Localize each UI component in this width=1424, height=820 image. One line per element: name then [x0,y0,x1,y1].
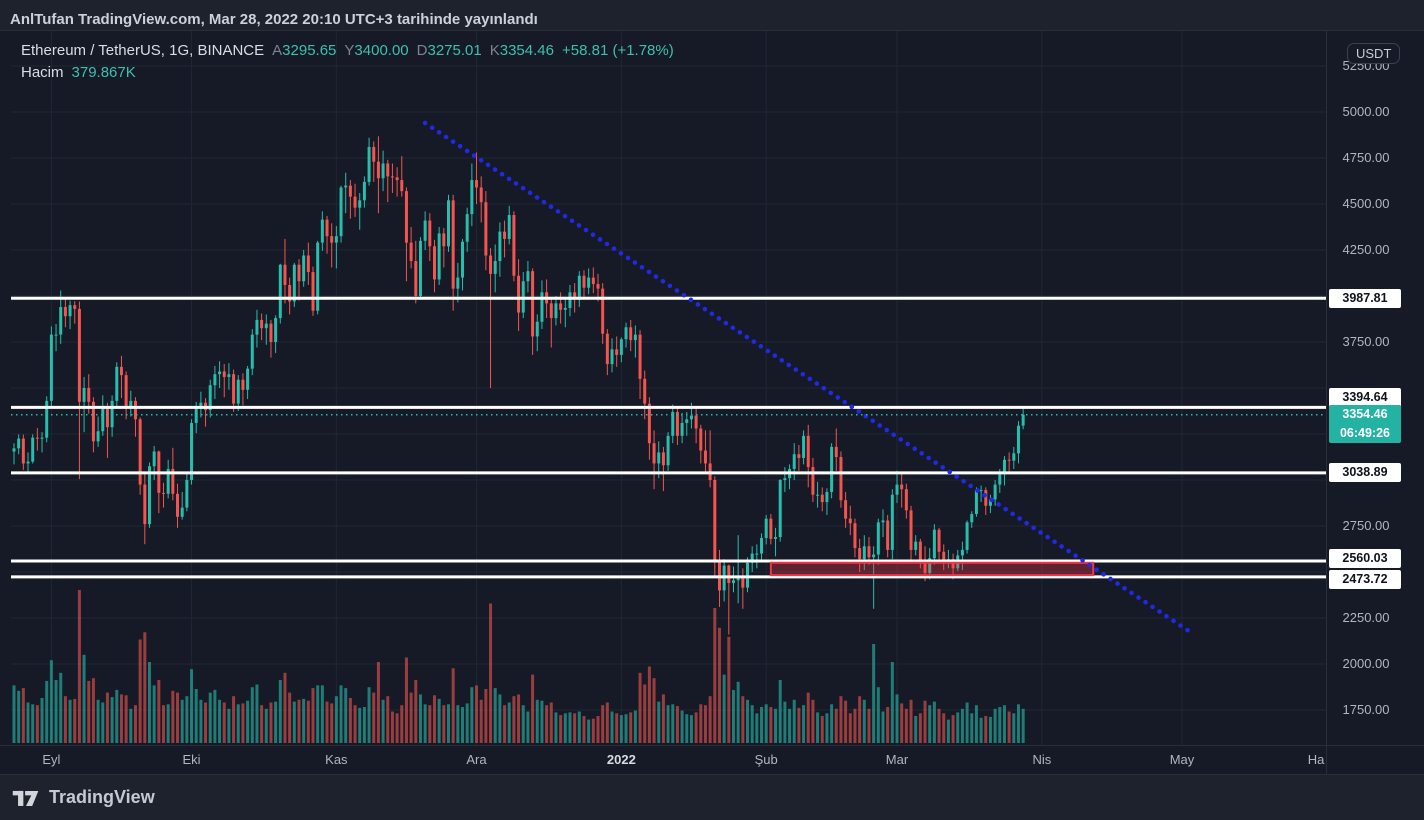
chart-pane[interactable] [11,31,1326,745]
footer-bar: TradingView [0,775,1424,820]
close-key: K [489,42,500,59]
low-value: 3275.01 [427,42,482,59]
high-value: 3400.00 [354,42,409,59]
open-value: 3295.65 [282,42,337,59]
chart-legend[interactable]: Ethereum / TetherUS, 1G, BINANCE A3295.6… [21,42,674,86]
ohlc-open: A3295.65 [272,42,336,59]
volume-label[interactable]: Hacim [21,64,64,81]
price-axis[interactable] [1326,31,1424,745]
price-change: +58.81 (+1.78%) [561,42,674,59]
time-axis[interactable] [0,745,1326,775]
legend-row-volume: Hacim 379.867K [21,64,674,86]
tradingview-logo-icon[interactable] [11,788,41,808]
currency-badge[interactable]: USDT [1347,43,1401,64]
legend-row-symbol: Ethereum / TetherUS, 1G, BINANCE A3295.6… [21,42,674,64]
publish-title: AnlTufan TradingView.com, Mar 28, 2022 2… [10,11,538,28]
symbol-title[interactable]: Ethereum / TetherUS, 1G, BINANCE [21,42,265,59]
volume-value: 379.867K [71,64,136,81]
ohlc-low: D3275.01 [417,42,482,59]
high-key: Y [344,42,355,59]
tradingview-logo-text[interactable]: TradingView [49,787,155,807]
close-value: 3354.46 [499,42,554,59]
ohlc-close: K3354.46 [490,42,554,59]
ohlc-high: Y3400.00 [344,42,408,59]
open-key: A [272,42,283,59]
low-key: D [416,42,428,59]
publish-header: AnlTufan TradingView.com, Mar 28, 2022 2… [0,0,1424,31]
